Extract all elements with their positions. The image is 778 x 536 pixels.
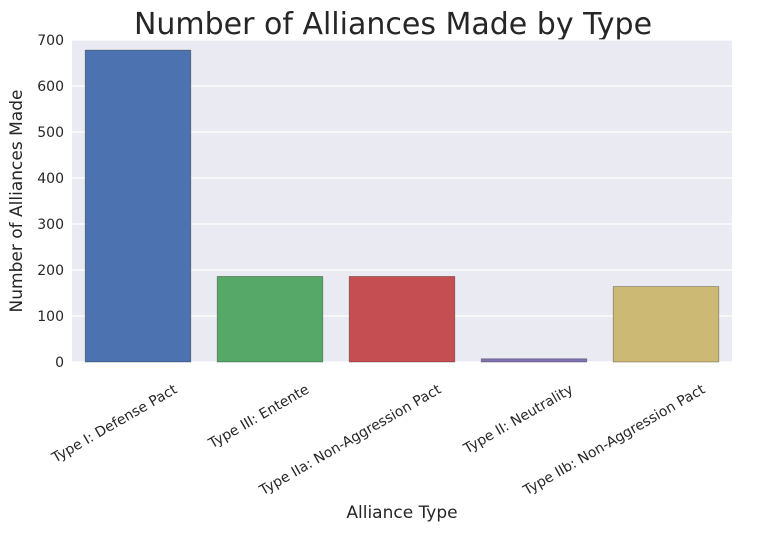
x-tick-label: Type I: Defense Pact	[48, 381, 180, 466]
bars	[84, 49, 720, 363]
y-tick-label: 200	[37, 263, 64, 279]
y-tick-label: 400	[37, 171, 64, 187]
y-tick-label: 500	[37, 125, 64, 141]
y-tick-label: 700	[37, 33, 64, 49]
y-tick-label: 600	[37, 79, 64, 95]
y-axis-ticks: 0 100 200 300 400 500 600 700	[37, 33, 64, 371]
y-axis-label: Number of Alliances Made	[7, 90, 27, 313]
bar-4	[480, 358, 588, 363]
bar-5	[612, 286, 720, 363]
bar-3	[348, 276, 456, 363]
y-tick-label: 300	[37, 217, 64, 233]
y-tick-label: 0	[55, 355, 64, 371]
x-axis-label: Alliance Type	[346, 503, 457, 523]
y-tick-label: 100	[37, 309, 64, 325]
bar-2	[216, 276, 324, 363]
bar-1	[84, 49, 192, 363]
chart-title: Number of Alliances Made by Type	[134, 7, 652, 42]
x-tick-label: Type II: Neutrality	[460, 382, 576, 458]
x-axis-ticks: Type I: Defense Pact Type III: Entente Typ…	[48, 381, 708, 499]
x-tick-label: Type III: Entente	[205, 382, 312, 453]
